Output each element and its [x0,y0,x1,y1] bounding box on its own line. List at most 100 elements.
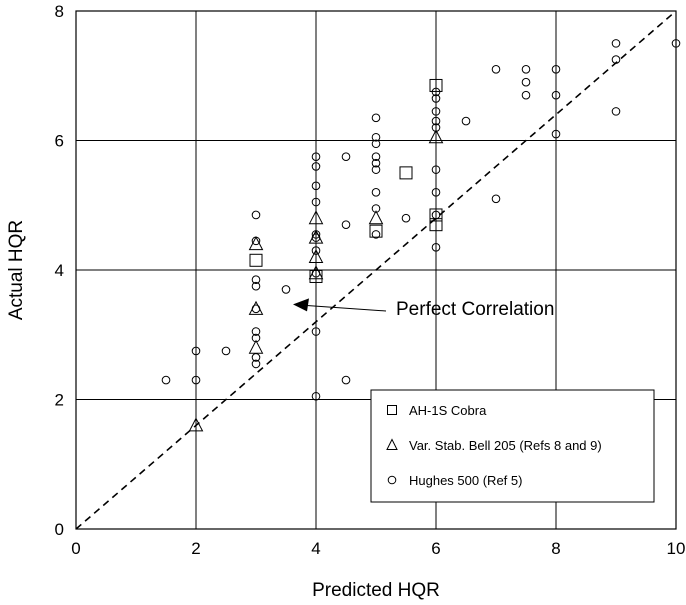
y-tick-label: 2 [55,391,64,410]
x-tick-label: 4 [311,539,320,558]
circle-point [611,39,621,48]
circle-point [311,162,321,171]
circle-point [371,113,381,123]
circle-point [311,152,321,161]
circle-point [191,346,201,356]
circle-point [311,327,321,336]
legend-label: Var. Stab. Bell 205 (Refs 8 and 9) [409,438,602,453]
circle-point [431,107,441,116]
circle-point [311,233,321,242]
circle-point [371,158,381,168]
circle-point [431,94,441,103]
y-tick-label: 6 [55,132,64,151]
triangle-point [248,339,264,354]
circle-point [461,116,471,126]
x-tick-label: 6 [431,539,440,558]
circle-point [371,132,381,142]
circle-point [371,230,381,239]
series-circle [161,39,681,401]
circle-point [551,64,561,74]
circle-point [251,359,261,369]
square-point [369,224,383,238]
circle-point [311,181,321,191]
circle-point [491,194,501,204]
triangle-point [188,417,204,432]
legend-circle-marker [387,475,397,485]
circle-point [491,64,501,74]
circle-point [371,204,381,213]
circle-point [251,275,261,285]
circle-point [251,333,261,343]
legend-box [370,389,655,503]
circle-point [311,230,321,239]
circle-point [191,375,201,385]
circle-point [371,188,381,197]
tick-labels: 0 2 4 6 8 10 0 2 4 6 8 [55,2,686,558]
circle-point [521,90,531,100]
circle-point [251,327,261,336]
series-square [249,78,443,283]
annotation: Perfect Correlation [293,298,554,320]
circle-point [401,213,411,223]
circle-point [431,210,441,220]
circle-point [371,152,381,161]
perfect-correlation-line [75,10,677,530]
circle-point [431,165,441,174]
circle-point [221,346,231,356]
circle-point [311,391,321,401]
triangle-point [308,265,324,280]
circle-point [311,268,321,278]
annotation-arrowhead [293,298,309,312]
x-axis-title: Predicted HQR [312,580,440,601]
circle-point [431,87,441,97]
circle-point [161,375,171,385]
square-point [249,253,263,267]
y-tick-label: 0 [55,520,64,539]
square-point [429,208,443,222]
x-tick-label: 8 [551,539,560,558]
plot-frame [75,10,677,530]
circle-point [251,236,261,246]
circle-point [431,243,441,252]
circle-point [311,246,321,255]
legend: AH-1S Cobra Var. Stab. Bell 205 (Refs 8 a… [370,389,655,503]
circle-point [251,304,261,314]
legend-triangle-marker [386,438,398,450]
circle-point [521,64,531,74]
x-tick-label: 10 [667,539,686,558]
triangle-point [248,300,264,315]
x-tick-label: 2 [191,539,200,558]
data-points [161,39,681,432]
circle-point [551,90,561,100]
x-tick-label: 0 [71,539,80,558]
legend-square-marker [387,405,397,415]
triangle-point [308,210,324,225]
circle-point [371,139,381,149]
annotation-label: Perfect Correlation [396,299,554,320]
y-tick-label: 4 [55,261,64,280]
circle-point [431,116,441,126]
circle-point [281,285,291,294]
triangle-point [308,248,324,264]
circle-point [251,353,261,362]
circle-point [521,77,531,87]
circle-point [431,123,441,132]
circle-point [341,220,351,229]
annotation-arrow-shaft [304,304,387,312]
y-axis-title: Actual HQR [6,220,27,320]
circle-point [371,165,381,174]
triangle-point [248,236,264,251]
circle-point [251,210,261,220]
square-point [399,166,413,180]
circle-point [551,129,561,139]
circle-point [431,188,441,197]
square-point [429,78,443,92]
circle-point [251,281,261,291]
square-point [309,269,323,283]
triangle-point [428,129,444,144]
legend-label: AH-1S Cobra [409,403,487,418]
reference-line-group [75,10,677,530]
y-tick-label: 8 [55,2,64,21]
circle-point [611,107,621,116]
